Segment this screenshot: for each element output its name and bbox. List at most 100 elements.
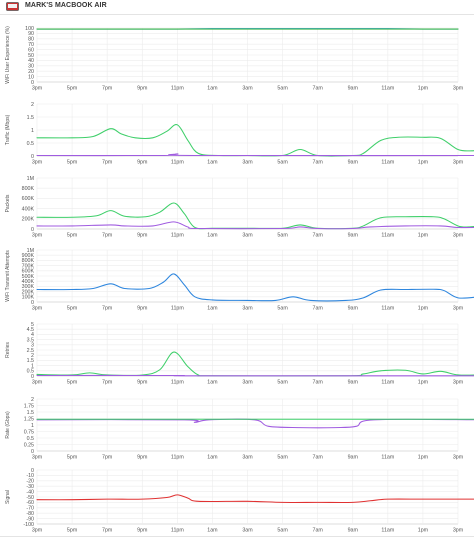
x-tick-label: 3am — [242, 306, 253, 312]
x-tick-label: 3pm — [453, 160, 464, 166]
y-tick-label: -10 — [26, 473, 34, 479]
y-tick-label: 70 — [28, 42, 34, 48]
x-tick-label: 3pm — [32, 233, 43, 239]
y-axis-title: Packets — [5, 194, 11, 212]
y-axis-title: WiFi User Experience (%) — [5, 26, 11, 84]
x-tick-label: 11pm — [171, 160, 184, 166]
x-tick-label: 5am — [277, 233, 288, 239]
y-tick-label: 900K — [22, 253, 35, 259]
y-tick-label: 400K — [22, 206, 35, 212]
x-tick-label: 7pm — [102, 306, 113, 312]
y-tick-label: 0.5 — [27, 436, 34, 442]
series-line — [36, 494, 474, 504]
y-tick-label: 400K — [22, 279, 35, 285]
x-tick-label: 3pm — [32, 380, 43, 386]
x-tick-label: 11pm — [171, 455, 184, 461]
x-tick-label: 9am — [348, 233, 359, 239]
series-line — [36, 273, 474, 302]
x-tick-label: 11pm — [171, 86, 184, 92]
laptop-icon — [6, 2, 19, 11]
y-tick-label: 50 — [28, 53, 34, 59]
x-tick-label: 3pm — [32, 528, 43, 534]
x-tick-label: 7am — [313, 86, 324, 92]
x-tick-label: 1pm — [418, 380, 429, 386]
x-tick-label: 9pm — [137, 306, 148, 312]
x-tick-label: 9am — [348, 455, 359, 461]
x-tick-label: 9am — [348, 528, 359, 534]
x-tick-label: 3pm — [453, 233, 464, 239]
y-tick-label: 1.75 — [24, 403, 34, 409]
y-tick-label: 0 — [31, 468, 34, 474]
y-tick-label: 1M — [27, 248, 34, 254]
x-tick-label: 9am — [348, 380, 359, 386]
series-line — [36, 418, 474, 429]
y-tick-label: -20 — [26, 479, 34, 485]
x-tick-label: 3pm — [32, 160, 43, 166]
x-tick-label: 5pm — [67, 455, 78, 461]
y-tick-label: 2 — [31, 397, 34, 403]
x-tick-label: 9am — [348, 160, 359, 166]
x-tick-label: 3am — [242, 86, 253, 92]
y-tick-label: 1 — [31, 363, 34, 369]
x-tick-label: 9pm — [137, 380, 148, 386]
device-title: MARK'S MACBOOK AIR — [25, 2, 107, 9]
x-tick-label: 1am — [207, 86, 218, 92]
y-tick-label: 0.5 — [27, 369, 34, 375]
y-tick-label: 1.5 — [27, 410, 34, 416]
x-tick-label: 11am — [381, 455, 394, 461]
y-tick-label: 700K — [22, 263, 35, 269]
x-tick-label: 7am — [313, 380, 324, 386]
x-tick-label: 11am — [381, 160, 394, 166]
y-tick-label: 800K — [22, 258, 35, 264]
series-line — [36, 153, 474, 157]
x-tick-label: 3am — [242, 528, 253, 534]
y-tick-label: -50 — [26, 495, 34, 501]
x-tick-label: 3pm — [32, 455, 43, 461]
x-tick-label: 3am — [242, 455, 253, 461]
x-tick-label: 5am — [277, 380, 288, 386]
y-tick-label: 0.25 — [24, 442, 34, 448]
y-tick-label: 1.25 — [24, 416, 34, 422]
y-axis-title: Retries — [5, 342, 11, 358]
x-tick-label: 11pm — [171, 528, 184, 534]
x-tick-label: 7pm — [102, 86, 113, 92]
x-tick-label: 7am — [313, 528, 324, 534]
x-tick-label: 5am — [277, 306, 288, 312]
x-tick-label: 1pm — [418, 455, 429, 461]
y-tick-label: 600K — [22, 196, 35, 202]
x-tick-label: 5am — [277, 160, 288, 166]
x-tick-label: 5pm — [67, 528, 78, 534]
y-tick-label: 200K — [22, 289, 35, 295]
x-tick-label: 1am — [207, 160, 218, 166]
series-line — [36, 124, 474, 157]
x-tick-label: 1pm — [418, 160, 429, 166]
y-tick-label: 80 — [28, 37, 34, 43]
x-tick-label: 5pm — [67, 380, 78, 386]
y-tick-label: 0 — [31, 300, 34, 306]
x-tick-label: 1am — [207, 233, 218, 239]
x-tick-label: 11am — [381, 306, 394, 312]
x-tick-label: 1am — [207, 306, 218, 312]
y-tick-label: 90 — [28, 31, 34, 37]
y-tick-label: -60 — [26, 500, 34, 506]
y-tick-label: 2 — [31, 353, 34, 359]
y-tick-label: 1.5 — [27, 358, 34, 364]
x-tick-label: 3am — [242, 233, 253, 239]
x-tick-label: 9pm — [137, 86, 148, 92]
page-header: MARK'S MACBOOK AIR — [0, 0, 474, 15]
x-tick-label: 11am — [381, 86, 394, 92]
y-tick-label: 100K — [22, 295, 35, 301]
y-tick-label: -100 — [23, 522, 34, 528]
y-tick-label: 20 — [28, 69, 34, 75]
y-tick-label: 3.5 — [27, 337, 34, 343]
x-tick-label: 5am — [277, 86, 288, 92]
y-tick-label: 30 — [28, 64, 34, 70]
y-tick-label: 800K — [22, 186, 35, 192]
x-tick-label: 1pm — [418, 306, 429, 312]
footer-divider — [0, 536, 474, 537]
x-tick-label: 11pm — [171, 233, 184, 239]
x-tick-label: 3pm — [453, 380, 464, 386]
x-tick-label: 3pm — [453, 86, 464, 92]
x-tick-label: 3am — [242, 380, 253, 386]
